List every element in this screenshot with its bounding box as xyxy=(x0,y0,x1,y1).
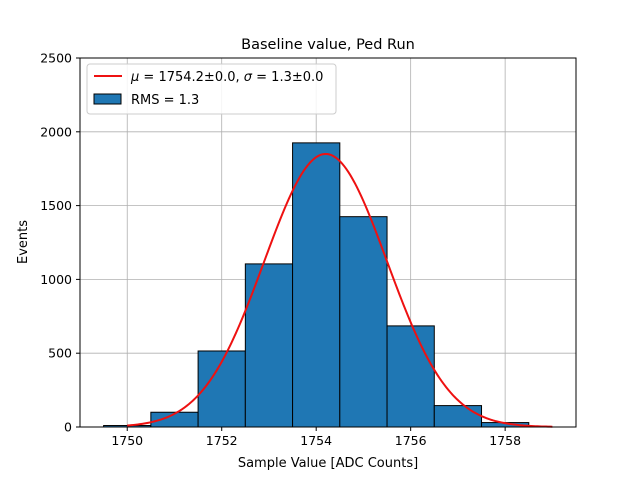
y-tick-label: 2000 xyxy=(40,124,72,139)
y-tick-label: 0 xyxy=(64,420,72,435)
y-axis-label: Events xyxy=(16,220,31,264)
plot-frame xyxy=(79,57,577,428)
x-tick-label: 1758 xyxy=(489,433,521,448)
x-axis-ticks: 1750 1752 1754 1756 1758 xyxy=(111,427,521,448)
histogram-bar xyxy=(244,263,294,428)
y-tick-label: 1500 xyxy=(40,198,72,213)
histogram-bar xyxy=(386,325,435,428)
histogram-bar xyxy=(292,142,341,428)
x-tick-label: 1750 xyxy=(111,433,143,448)
y-tick-label: 500 xyxy=(48,346,72,361)
y-tick-label: 2500 xyxy=(40,51,72,66)
x-tick-label: 1754 xyxy=(300,433,332,448)
y-axis-ticks: 0 500 1000 1500 2000 2500 xyxy=(40,51,80,435)
legend-histogram-label: RMS = 1.3 xyxy=(131,93,199,108)
legend: μ = 1754.2±0.0, σ = 1.3±0.0 RMS = 1.3 xyxy=(86,63,337,115)
histogram-bar xyxy=(433,405,483,428)
y-tick-label: 1000 xyxy=(40,272,72,287)
x-axis-label: Sample Value [ADC Counts] xyxy=(238,456,418,471)
x-tick-label: 1752 xyxy=(206,433,238,448)
gaussian-fit-curve xyxy=(127,152,553,428)
x-tick-label: 1756 xyxy=(395,433,427,448)
histogram-bar xyxy=(339,216,388,428)
chart-title: Baseline value, Ped Run xyxy=(241,37,415,53)
legend-box xyxy=(86,63,337,115)
legend-histogram-swatch xyxy=(93,93,122,105)
legend-fit-label: μ = 1754.2±0.0, σ = 1.3±0.0 xyxy=(130,70,323,85)
